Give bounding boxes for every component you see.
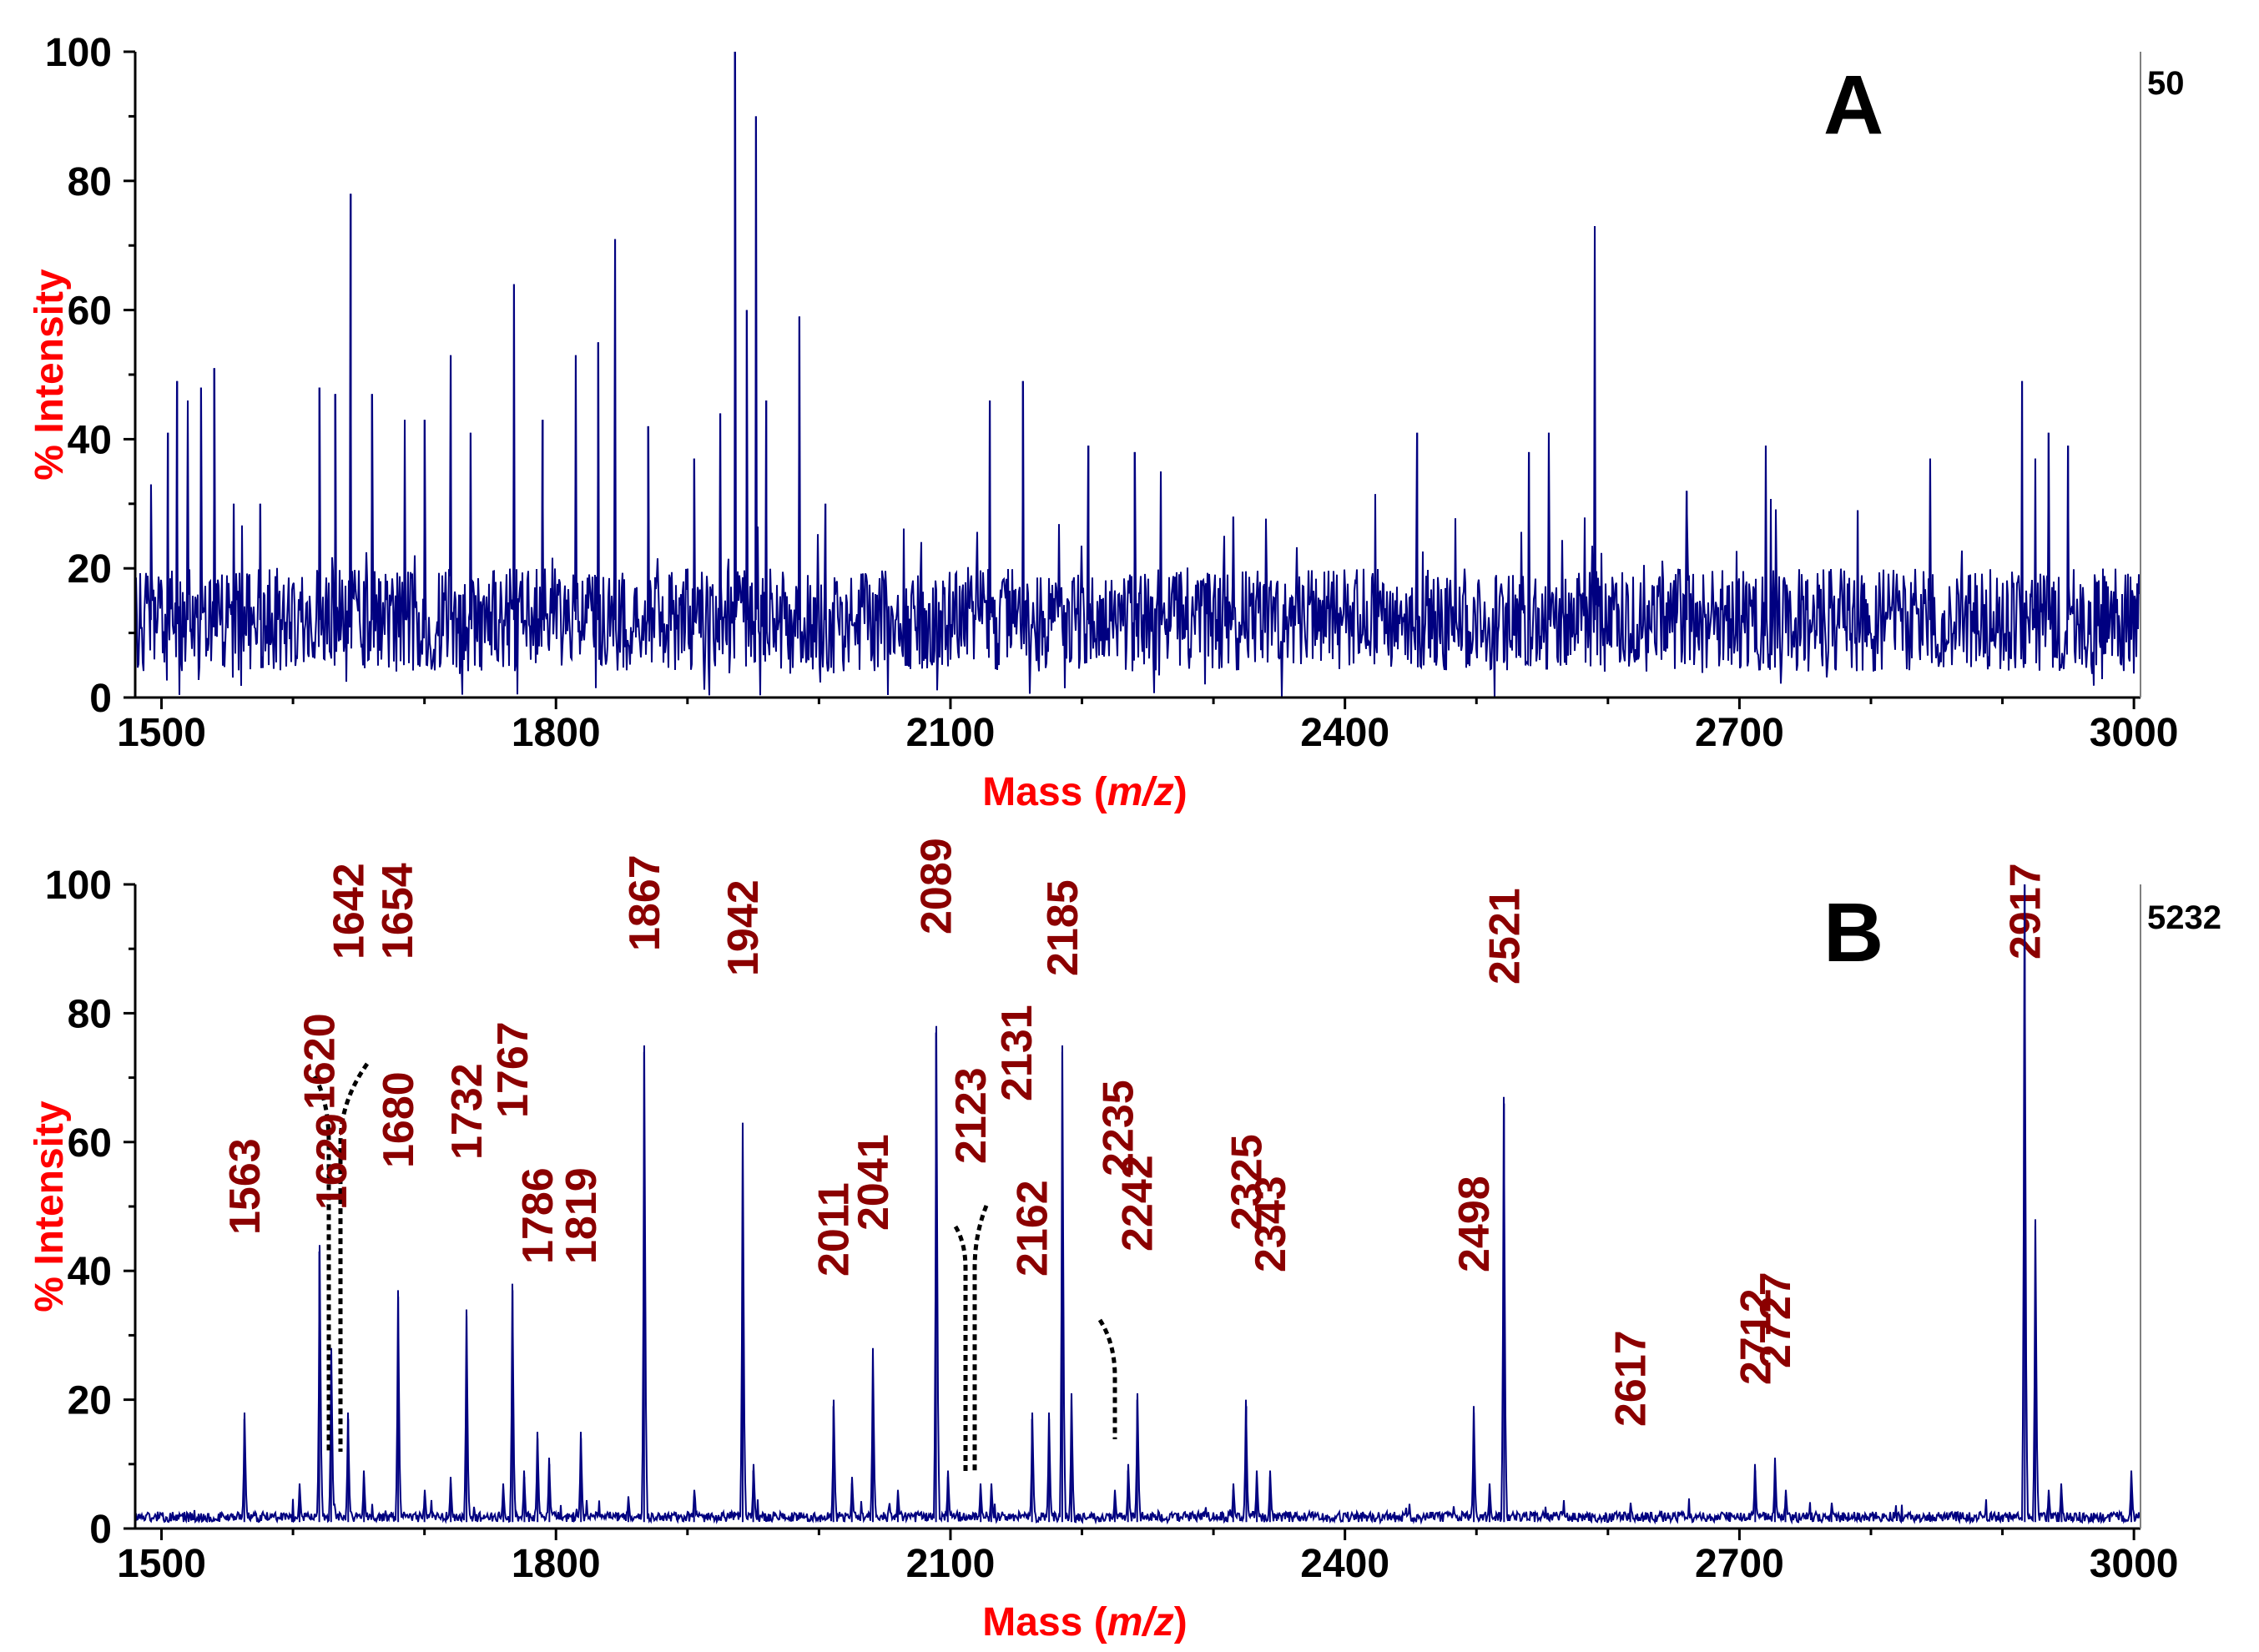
panel-a-xlabel-italic: m/z (1107, 770, 1174, 814)
peak-label-1767: 1767 (489, 1021, 537, 1118)
peak-label-2089: 2089 (913, 838, 961, 934)
peak-label-2131: 2131 (993, 1005, 1041, 1101)
panel-b-xlabel-italic: m/z (1107, 1600, 1174, 1644)
peak-label-1942: 1942 (719, 879, 768, 976)
panel-a-letter: A (1823, 58, 1883, 152)
x-tick-label-1800: 1800 (512, 1542, 601, 1586)
y-tick-label-100: 100 (45, 31, 112, 75)
peak-label-1680: 1680 (375, 1071, 423, 1168)
y-tick-label-60: 60 (68, 290, 112, 334)
peak-label-2498: 2498 (1450, 1176, 1499, 1272)
panel-a: 1500 1800 2100 2400 2700 3000 0 20 40 60 80 100 A 5… (28, 31, 2185, 814)
x-tick-label-2400: 2400 (1300, 1542, 1389, 1586)
panel-b-letter: B (1823, 886, 1883, 980)
x-tick-label-1500: 1500 (117, 711, 206, 755)
x-tick-label-2100: 2100 (906, 1542, 996, 1586)
y-tick-label-80: 80 (68, 992, 112, 1036)
spectrum-a-trace (134, 51, 2141, 698)
panel-b-x-axis-title: Mass (m/z) (982, 1600, 1187, 1644)
peak-label-2325: 2325 (1223, 1134, 1272, 1231)
peak-label-1620: 1620 (296, 1013, 345, 1110)
y-tick-label-20: 20 (68, 547, 112, 592)
peak-label-1819: 1819 (557, 1167, 606, 1264)
leader-1642 (312, 1075, 331, 1452)
peak-label-1732: 1732 (443, 1063, 492, 1160)
x-tick-label-1800: 1800 (512, 711, 601, 755)
panel-a-ticks: 1500 1800 2100 2400 2700 3000 0 20 40 60 80 100 (45, 31, 2179, 755)
peak-label-2162: 2162 (1009, 1180, 1057, 1277)
y-tick-label-80: 80 (68, 160, 112, 204)
y-tick-label-20: 20 (68, 1379, 112, 1423)
y-tick-label-100: 100 (45, 864, 112, 908)
panel-b-xlabel-suffix: ) (1174, 1600, 1187, 1644)
panel-b-label-leaders (312, 1062, 1117, 1473)
panel-b-xlabel-prefix: Mass ( (982, 1600, 1107, 1644)
peak-label-2011: 2011 (810, 1182, 859, 1277)
peak-label-2235: 2235 (1095, 1080, 1143, 1176)
x-tick-label-1500: 1500 (117, 1542, 206, 1586)
peak-label-1786: 1786 (514, 1167, 562, 1264)
x-tick-label-3000: 3000 (2090, 1542, 2179, 1586)
peak-label-1654: 1654 (374, 863, 422, 959)
y-tick-label-40: 40 (68, 1250, 112, 1294)
y-tick-label-0: 0 (89, 1508, 112, 1552)
peak-label-2343: 2343 (1247, 1176, 1295, 1272)
panel-a-y-axis-title: % Intensity (28, 269, 72, 481)
leader-1654 (338, 1062, 370, 1452)
leader-2235 (1097, 1318, 1117, 1439)
leader-2131 (972, 1205, 989, 1473)
panel-a-xlabel-suffix: ) (1174, 770, 1187, 814)
x-tick-label-3000: 3000 (2090, 711, 2179, 755)
peak-label-1867: 1867 (621, 854, 669, 951)
x-tick-label-2400: 2400 (1300, 711, 1389, 755)
y-tick-label-60: 60 (68, 1121, 112, 1166)
peak-label-1642: 1642 (325, 863, 373, 959)
panel-b-y-axis-title: % Intensity (28, 1100, 72, 1312)
y-tick-label-40: 40 (68, 418, 112, 462)
peak-label-1563: 1563 (221, 1138, 270, 1235)
x-tick-label-2700: 2700 (1695, 1542, 1784, 1586)
x-tick-label-2100: 2100 (906, 711, 996, 755)
leader-2123 (953, 1225, 968, 1473)
peak-label-2617: 2617 (1607, 1330, 1656, 1427)
panel-b-max-count: 5232 (2147, 899, 2221, 936)
panel-b-ticks: 1500 1800 2100 2400 2700 3000 0 20 40 60 80 100 (45, 864, 2179, 1586)
y-tick-label-0: 0 (89, 677, 112, 721)
peak-label-2242: 2242 (1114, 1155, 1162, 1252)
peak-label-2727: 2727 (1752, 1272, 1800, 1368)
peak-label-2123: 2123 (947, 1067, 996, 1164)
panel-a-max-count: 50 (2147, 65, 2185, 102)
panel-b: 1500 1800 2100 2400 2700 3000 0 20 40 60 80 100 156… (28, 838, 2221, 1644)
peak-label-2041: 2041 (850, 1134, 898, 1231)
panel-a-x-axis-title: Mass (m/z) (982, 770, 1187, 814)
peak-label-2185: 2185 (1039, 879, 1087, 976)
peak-label-2712: 2712 (1732, 1288, 1780, 1385)
panel-a-xlabel-prefix: Mass ( (982, 770, 1107, 814)
peak-label-2521: 2521 (1480, 888, 1529, 985)
peak-label-1629: 1629 (308, 1113, 356, 1210)
x-tick-label-2700: 2700 (1695, 711, 1784, 755)
